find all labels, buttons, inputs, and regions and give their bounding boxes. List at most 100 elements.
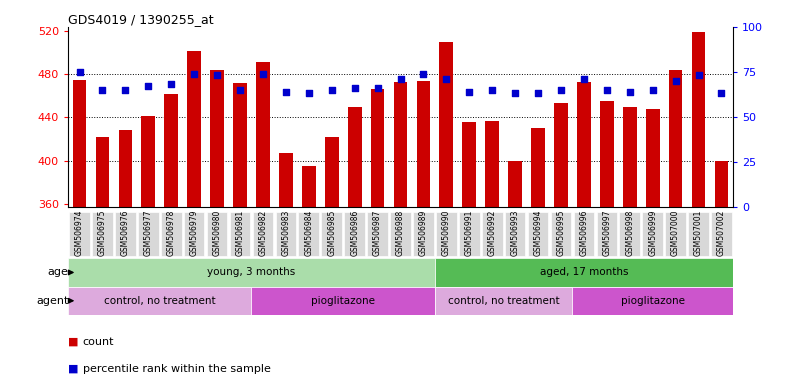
- Text: GSM506996: GSM506996: [579, 209, 589, 256]
- Text: GSM506993: GSM506993: [510, 209, 520, 256]
- Bar: [531, 128, 545, 207]
- Bar: [73, 80, 87, 207]
- FancyBboxPatch shape: [276, 212, 296, 256]
- Point: [485, 87, 498, 93]
- Text: young, 3 months: young, 3 months: [207, 267, 296, 278]
- Text: control, no treatment: control, no treatment: [448, 296, 559, 306]
- FancyBboxPatch shape: [230, 212, 251, 256]
- FancyBboxPatch shape: [207, 212, 227, 256]
- Point: [211, 73, 223, 79]
- Bar: [509, 161, 522, 207]
- FancyBboxPatch shape: [413, 212, 434, 256]
- Bar: [187, 51, 201, 207]
- Point: [715, 90, 728, 96]
- Point: [165, 81, 178, 88]
- Text: GSM506982: GSM506982: [259, 209, 268, 256]
- Bar: [600, 101, 614, 207]
- FancyBboxPatch shape: [92, 212, 113, 256]
- FancyBboxPatch shape: [321, 212, 342, 256]
- Point: [371, 85, 384, 91]
- Text: GSM506983: GSM506983: [281, 209, 291, 256]
- Text: age: age: [47, 267, 68, 278]
- FancyBboxPatch shape: [161, 212, 182, 256]
- Point: [303, 90, 316, 96]
- FancyBboxPatch shape: [299, 212, 319, 256]
- Text: GSM506979: GSM506979: [190, 209, 199, 256]
- Point: [578, 76, 590, 82]
- FancyBboxPatch shape: [574, 212, 594, 256]
- Point: [96, 87, 109, 93]
- Point: [623, 89, 636, 95]
- Bar: [164, 94, 178, 207]
- Text: pioglitazone: pioglitazone: [621, 296, 685, 306]
- FancyBboxPatch shape: [252, 212, 273, 256]
- Bar: [348, 107, 361, 207]
- Point: [463, 89, 476, 95]
- FancyBboxPatch shape: [688, 212, 709, 256]
- Text: GSM506981: GSM506981: [235, 209, 244, 256]
- Text: GSM506987: GSM506987: [373, 209, 382, 256]
- Text: GSM506998: GSM506998: [626, 209, 634, 256]
- Text: GSM506980: GSM506980: [212, 209, 222, 256]
- Bar: [646, 109, 659, 207]
- FancyBboxPatch shape: [390, 212, 411, 256]
- Text: GSM506974: GSM506974: [75, 209, 84, 256]
- Text: GSM507000: GSM507000: [671, 209, 680, 256]
- Bar: [302, 166, 316, 207]
- Bar: [440, 42, 453, 207]
- Point: [417, 71, 430, 77]
- Point: [554, 87, 567, 93]
- Point: [394, 76, 407, 82]
- Bar: [142, 116, 155, 207]
- FancyBboxPatch shape: [666, 212, 686, 256]
- Point: [669, 78, 682, 84]
- Bar: [279, 153, 292, 207]
- FancyBboxPatch shape: [642, 212, 663, 256]
- Text: GSM506999: GSM506999: [648, 209, 657, 256]
- Text: GSM506989: GSM506989: [419, 209, 428, 256]
- Point: [142, 83, 155, 89]
- FancyBboxPatch shape: [550, 212, 571, 256]
- Text: GSM506990: GSM506990: [442, 209, 451, 256]
- Text: aged, 17 months: aged, 17 months: [540, 267, 628, 278]
- Bar: [485, 121, 499, 207]
- Point: [509, 90, 521, 96]
- Bar: [256, 63, 270, 207]
- FancyBboxPatch shape: [68, 286, 252, 315]
- Text: GSM506985: GSM506985: [328, 209, 336, 256]
- Bar: [393, 82, 408, 207]
- Text: GSM506994: GSM506994: [533, 209, 542, 256]
- Bar: [371, 89, 384, 207]
- FancyBboxPatch shape: [505, 212, 525, 256]
- Point: [73, 69, 86, 75]
- Bar: [417, 81, 430, 207]
- Bar: [691, 32, 706, 207]
- Text: GSM506976: GSM506976: [121, 209, 130, 256]
- Text: GSM507002: GSM507002: [717, 209, 726, 256]
- Text: GSM506986: GSM506986: [350, 209, 359, 256]
- Point: [234, 87, 247, 93]
- Bar: [233, 83, 247, 207]
- FancyBboxPatch shape: [69, 212, 90, 256]
- FancyBboxPatch shape: [619, 212, 640, 256]
- Text: control, no treatment: control, no treatment: [104, 296, 215, 306]
- Text: GSM506988: GSM506988: [396, 209, 405, 256]
- Text: GSM507001: GSM507001: [694, 209, 703, 256]
- FancyBboxPatch shape: [252, 286, 435, 315]
- Point: [119, 87, 132, 93]
- Point: [325, 87, 338, 93]
- Point: [440, 76, 453, 82]
- FancyBboxPatch shape: [68, 258, 435, 286]
- FancyBboxPatch shape: [459, 212, 480, 256]
- Text: GDS4019 / 1390255_at: GDS4019 / 1390255_at: [68, 13, 214, 26]
- FancyBboxPatch shape: [482, 212, 502, 256]
- FancyBboxPatch shape: [711, 212, 732, 256]
- FancyBboxPatch shape: [435, 258, 733, 286]
- Text: ■: ■: [68, 337, 78, 347]
- Bar: [210, 70, 224, 207]
- FancyBboxPatch shape: [597, 212, 617, 256]
- FancyBboxPatch shape: [115, 212, 135, 256]
- Bar: [554, 103, 568, 207]
- Bar: [325, 137, 339, 207]
- Text: percentile rank within the sample: percentile rank within the sample: [83, 364, 271, 374]
